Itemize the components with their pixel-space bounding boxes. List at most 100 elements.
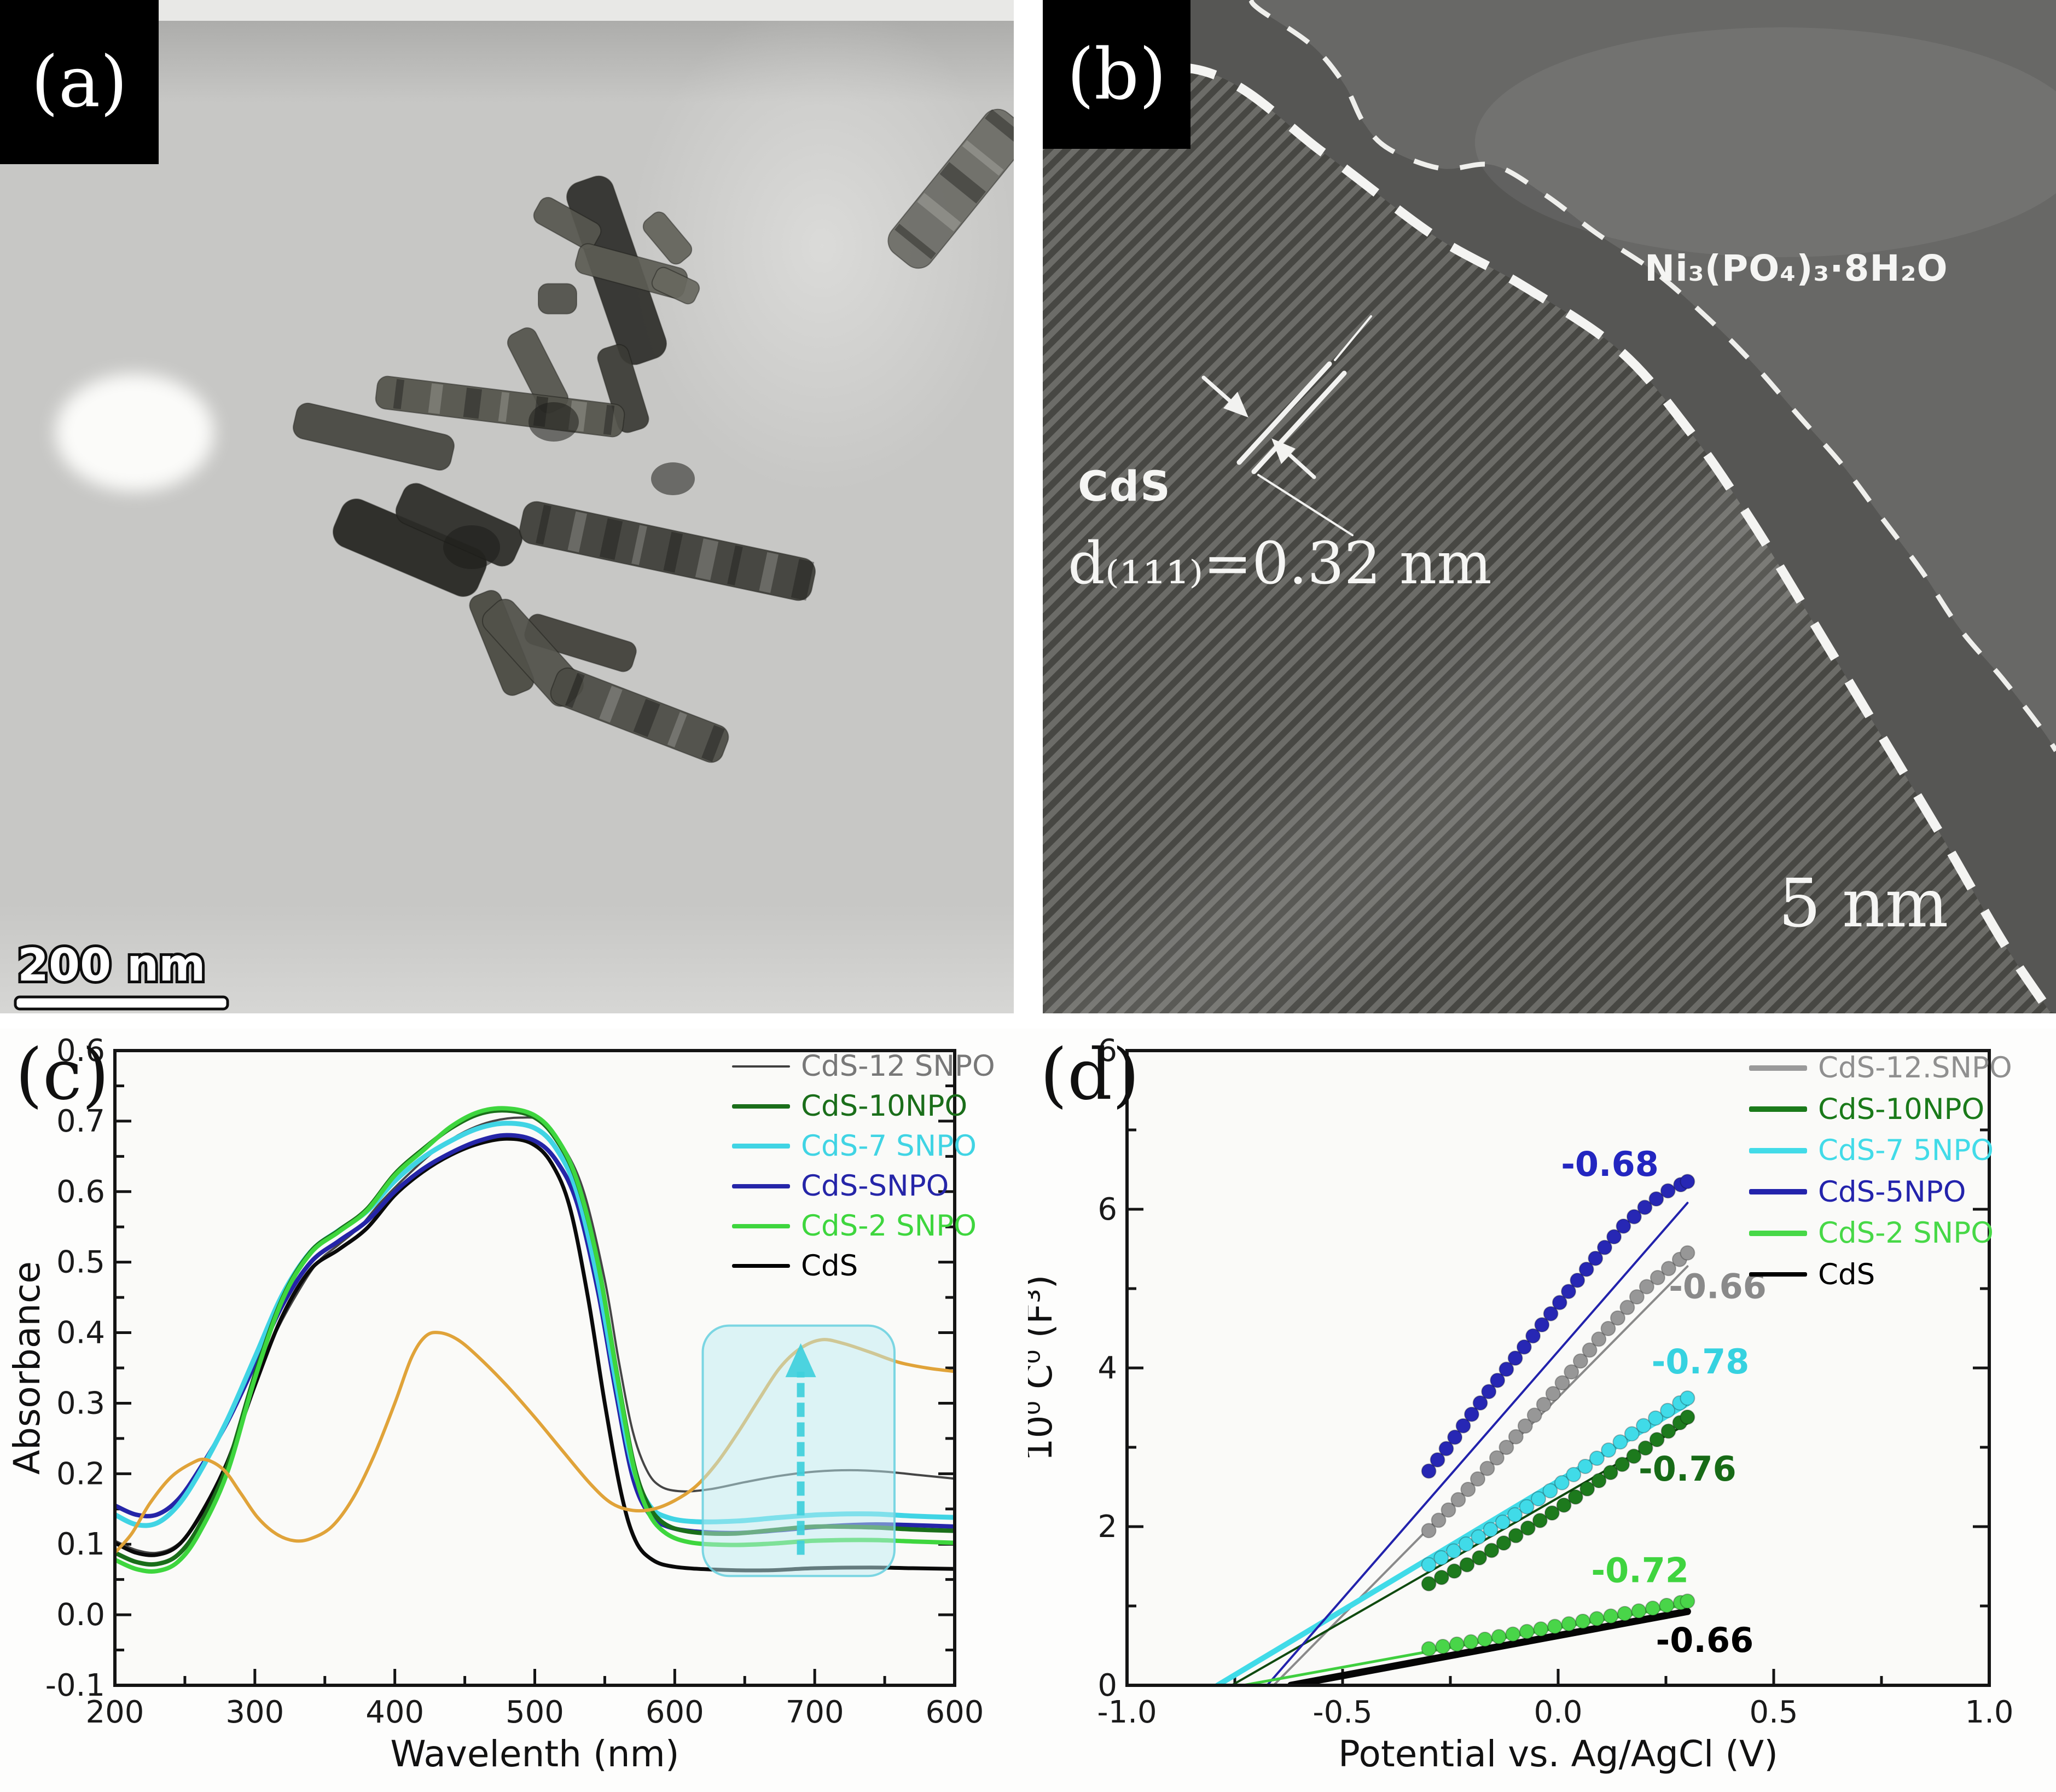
scatter-dot bbox=[1450, 1492, 1466, 1507]
x-tick-label: 500 bbox=[506, 1695, 564, 1730]
scatter-dot bbox=[1575, 1613, 1591, 1629]
legend-c-swatch-2 bbox=[732, 1144, 790, 1149]
scatter-dot bbox=[1637, 1199, 1653, 1215]
scatter-dot bbox=[1649, 1431, 1665, 1447]
y-tick-label: 4 bbox=[1097, 1350, 1117, 1386]
x-tick-label: -0.5 bbox=[1312, 1695, 1372, 1730]
legend-d-label-3: CdS-5NPO bbox=[1818, 1175, 1966, 1209]
y-tick-label: 0 bbox=[1097, 1668, 1117, 1703]
scatter-dot bbox=[1612, 1434, 1628, 1450]
scatter-dot bbox=[1577, 1458, 1593, 1474]
legend-d-entry-2: CdS-7 5NPO bbox=[1749, 1130, 2012, 1172]
scatter-dot bbox=[1479, 1460, 1495, 1476]
legend-c-entry-4: CdS-2 SNPO bbox=[732, 1206, 995, 1246]
nanorod-band bbox=[667, 712, 687, 747]
y-tick-label: 0.7 bbox=[56, 1104, 105, 1139]
y-tick-label: 0.1 bbox=[56, 1527, 105, 1562]
nanorod-body bbox=[887, 108, 1014, 269]
scatter-CdS-10NPO bbox=[1421, 1409, 1695, 1592]
legend-c-swatch-5 bbox=[732, 1264, 790, 1268]
scatter-dot bbox=[1460, 1481, 1476, 1497]
scatter-dot bbox=[1650, 1269, 1665, 1285]
nanorod-band bbox=[463, 387, 483, 419]
scatter-dot bbox=[1596, 1239, 1612, 1255]
nanorod-cluster bbox=[293, 108, 1014, 763]
scatter-dot bbox=[1626, 1209, 1642, 1225]
nanorod-band bbox=[727, 545, 743, 585]
scatter-dot bbox=[1588, 1250, 1604, 1266]
scatter-dot bbox=[1561, 1284, 1577, 1300]
legend-c-entry-0: CdS-12 SNPO bbox=[732, 1046, 995, 1086]
nanorod-band bbox=[759, 552, 779, 593]
scatter-dot bbox=[1542, 1483, 1558, 1499]
scatter-dot bbox=[1435, 1639, 1451, 1655]
legend-c-swatch-3 bbox=[732, 1184, 790, 1188]
scatter-dot bbox=[1532, 1512, 1548, 1528]
fit-line-CdS-5NPO bbox=[1267, 1202, 1689, 1684]
nanorod-body bbox=[538, 283, 577, 315]
series-group bbox=[1215, 1174, 1695, 1684]
nanorod-5 bbox=[597, 344, 649, 433]
scatter-dot bbox=[1648, 1191, 1664, 1207]
scatter-dot bbox=[1660, 1402, 1676, 1418]
legend-d-label-0: CdS-12.SNPO bbox=[1818, 1051, 2012, 1085]
legend-d-entry-0: CdS-12.SNPO bbox=[1749, 1047, 2012, 1089]
flat-band-label-CdS-5NPO: -0.68 bbox=[1561, 1144, 1659, 1184]
scatter-dot bbox=[1543, 1306, 1559, 1321]
nanorod-band bbox=[393, 379, 405, 409]
x-tick-label: 700 bbox=[786, 1695, 844, 1730]
nanorod-17 bbox=[538, 283, 577, 315]
highlight-arrow-head bbox=[785, 1343, 816, 1377]
scatter-dot bbox=[1421, 1523, 1437, 1539]
scatter-dot bbox=[1624, 1426, 1640, 1442]
scatter-CdS-12.SNPO bbox=[1421, 1245, 1695, 1539]
nanorod-band bbox=[567, 511, 588, 553]
scatter-dot bbox=[1567, 1489, 1583, 1505]
panel-b-hrtem-image: (b) CdS Ni₃(PO₄)₃·8H₂O d₍₁₁₁₎=0.32 nm 5 … bbox=[1043, 0, 2056, 1013]
legend-c-entry-5: CdS bbox=[732, 1246, 995, 1286]
legend-c-swatch-1 bbox=[732, 1104, 790, 1109]
flat-band-label-CdS-2 SNPO: -0.72 bbox=[1591, 1551, 1689, 1591]
nanorod-body bbox=[651, 266, 700, 305]
scatter-dot bbox=[1433, 1569, 1449, 1585]
nanorod-band bbox=[939, 162, 986, 204]
scatter-dot bbox=[1578, 1261, 1594, 1277]
y-tick-label: 0.0 bbox=[56, 1597, 105, 1633]
scatter-dot bbox=[1484, 1542, 1500, 1558]
legend-c-label-4: CdS-2 SNPO bbox=[801, 1209, 977, 1243]
scatter-dot bbox=[1616, 1218, 1631, 1234]
scatter-dot bbox=[1645, 1600, 1660, 1616]
legend-c-label-1: CdS-10NPO bbox=[801, 1089, 968, 1123]
plot-background bbox=[1127, 1051, 1989, 1685]
nanorod-band bbox=[498, 392, 510, 422]
legend-c-entry-1: CdS-10NPO bbox=[732, 1086, 995, 1126]
scatter-CdS-5NPO bbox=[1421, 1174, 1695, 1479]
scalebar-b-text: 5 nm bbox=[1778, 865, 1949, 942]
thick-dashed-boundary bbox=[1043, 61, 2054, 1013]
scatter-dot bbox=[1566, 1466, 1582, 1482]
legend-d-entry-1: CdS-10NPO bbox=[1749, 1089, 2012, 1130]
scatter-dot bbox=[1519, 1623, 1535, 1639]
scalebar-a-bar bbox=[14, 995, 229, 1011]
nanorod-10 bbox=[519, 501, 816, 601]
scatter-dot bbox=[1639, 1279, 1654, 1295]
scatter-dot bbox=[1589, 1451, 1605, 1466]
y-axis-title: Absorbance bbox=[6, 1261, 48, 1475]
panel-d-mott-schottky-chart: (d) -1.0 -0.5 0.0 0.5 1.0 0 2 4 6 6 Potential vs. … bbox=[1028, 1029, 2056, 1792]
fringe-line-1 bbox=[1236, 361, 1332, 465]
scatter-dot bbox=[1614, 1457, 1630, 1472]
scatter-dot bbox=[1470, 1471, 1486, 1487]
scatter-dot bbox=[1477, 1631, 1493, 1647]
scatter-dot bbox=[1508, 1429, 1524, 1445]
scatter-dot bbox=[1602, 1465, 1618, 1481]
x-tick-label: -1.0 bbox=[1097, 1695, 1157, 1730]
legend-d-entry-5: CdS bbox=[1749, 1254, 2012, 1296]
arrow-head-upper bbox=[1223, 392, 1248, 417]
legend-d-entry-3: CdS-5NPO bbox=[1749, 1172, 2012, 1213]
y-axis-title: 10⁰ C⁰ (F³) bbox=[1028, 1275, 1060, 1462]
x-axis-title: Wavelenth (nm) bbox=[390, 1733, 679, 1775]
scatter-dot bbox=[1481, 1384, 1497, 1400]
d-spacing-marker bbox=[1201, 315, 1372, 536]
legend-d-entry-4: CdS-2 SNPO bbox=[1749, 1213, 2012, 1254]
legend-c: CdS-12 SNPO CdS-10NPO CdS-7 SNPO CdS-SNPO Cd… bbox=[732, 1046, 995, 1286]
